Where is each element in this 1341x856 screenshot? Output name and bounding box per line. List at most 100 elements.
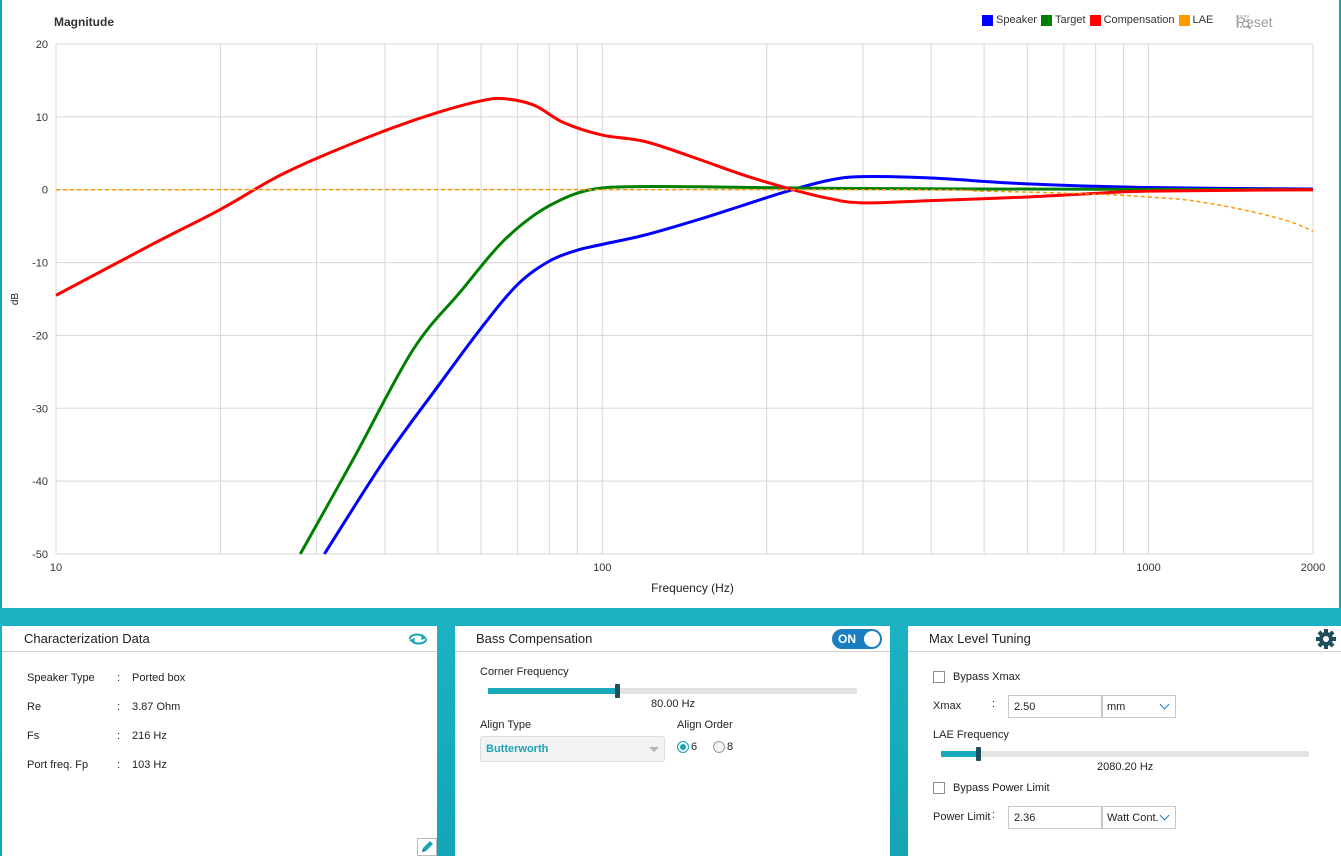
edit-button[interactable] (417, 838, 437, 856)
x-tick-label: 10 (50, 562, 62, 574)
char-label: Re (27, 701, 42, 713)
char-value: 216 Hz (132, 730, 167, 742)
y-tick-label: -40 (32, 476, 48, 488)
x-tick-label: 1000 (1136, 562, 1160, 574)
corner-frequency-slider[interactable] (488, 684, 857, 698)
char-row-fs: Fs : 216 Hz (2, 730, 432, 744)
xmax-unit-value: mm (1107, 700, 1126, 713)
toggle-knob (864, 630, 880, 647)
power-unit-select[interactable]: Watt Cont. (1102, 806, 1176, 829)
char-value: Ported box (132, 672, 186, 684)
align-type-label: Align Type (480, 719, 532, 731)
y-tick-label: -50 (32, 549, 48, 561)
corner-frequency-label: Corner Frequency (480, 666, 569, 678)
legend-item-speaker[interactable]: Speaker (982, 14, 1037, 26)
x-tick-label: 100 (593, 562, 611, 574)
bass-compensation-title: Bass Compensation (476, 631, 593, 646)
legend-item-lae[interactable]: LAE (1178, 14, 1214, 26)
legend-swatch-target (1040, 14, 1052, 26)
char-colon: : (117, 759, 121, 771)
power-limit-colon: : (992, 809, 996, 821)
y-tick-label: -20 (32, 330, 48, 342)
slider-thumb[interactable] (975, 747, 981, 761)
char-label: Fs (27, 730, 40, 742)
slider-fill (488, 688, 618, 694)
legend-item-compensation[interactable]: Compensation (1089, 14, 1175, 26)
power-limit-label: Power Limit (933, 811, 991, 823)
align-order-8-radio[interactable] (713, 741, 725, 753)
series-line-target (298, 185, 1314, 555)
series-line-speaker (323, 174, 1314, 555)
align-order-6-radio[interactable] (677, 741, 689, 753)
magnitude-chart-area: 20 10 0 -10 -20 -30 -40 -50 10 100 1000 2000 Magnitu… (0, 0, 1341, 608)
char-row-port-freq: Port freq. Fp : 103 Hz (2, 759, 432, 773)
bypass-power-limit-label: Bypass Power Limit (953, 782, 1050, 794)
chevron-down-icon (1159, 810, 1170, 821)
lae-frequency-label: LAE Frequency (933, 729, 1009, 741)
bass-compensation-toggle[interactable]: ON (832, 628, 882, 649)
align-order-6-label: 6 (691, 741, 698, 753)
bass-compensation-panel: Bass Compensation ON Corner Frequency 80… (455, 626, 890, 856)
power-limit-input[interactable]: 2.36 (1008, 806, 1102, 829)
x-tick-label: 2000 (1301, 562, 1325, 574)
bypass-xmax-checkbox[interactable] (933, 671, 945, 683)
char-label: Speaker Type (27, 672, 95, 684)
characterization-panel: Characterization Data Speaker Type : Por… (2, 626, 437, 856)
char-value: 103 Hz (132, 759, 167, 771)
reset-zoom-button[interactable]: Reset (1236, 14, 1273, 30)
characterization-header: Characterization Data (2, 626, 437, 652)
y-tick-label: 0 (42, 185, 48, 197)
chart-legend: Speaker Target Compensation LAE (982, 14, 1217, 26)
chevron-down-icon (1159, 699, 1170, 710)
legend-label-target: Target (1054, 14, 1086, 26)
y-tick-label: -10 (32, 258, 48, 270)
char-row-speaker-type: Speaker Type : Ported box (2, 672, 432, 686)
gear-icon[interactable] (1315, 628, 1337, 650)
legend-label-lae: LAE (1192, 14, 1214, 26)
slider-fill (941, 751, 978, 757)
x-axis-label: Frequency (Hz) (651, 581, 734, 595)
lae-frequency-slider[interactable] (941, 747, 1309, 761)
y-tick-label: -30 (32, 403, 48, 415)
chevron-down-icon (649, 746, 659, 752)
characterization-title: Characterization Data (24, 631, 150, 646)
power-unit-value: Watt Cont. (1107, 811, 1159, 824)
bypass-power-limit-checkbox[interactable] (933, 782, 945, 794)
pencil-icon (422, 841, 433, 852)
series-line-compensation (55, 96, 1314, 297)
y-axis-label: dB (10, 293, 21, 306)
char-colon: : (117, 672, 121, 684)
chart-title: Magnitude (54, 15, 114, 29)
legend-label-compensation: Compensation (1103, 14, 1175, 26)
y-tick-label: 10 (36, 112, 48, 124)
max-level-tuning-title: Max Level Tuning (929, 631, 1031, 646)
xmax-colon: : (992, 698, 996, 710)
legend-swatch-compensation (1089, 14, 1101, 26)
toggle-label: ON (838, 631, 856, 646)
lae-frequency-value: 2080.20 Hz (1097, 761, 1154, 773)
zoom-reset-icon (1236, 15, 1252, 30)
xmax-label: Xmax (933, 700, 962, 712)
char-colon: : (117, 730, 121, 742)
refresh-icon[interactable] (407, 632, 429, 646)
char-label: Port freq. Fp (27, 759, 89, 771)
align-order-label: Align Order (677, 719, 733, 731)
y-tick-label: 20 (36, 39, 48, 51)
align-type-select[interactable]: Butterworth (480, 736, 665, 762)
char-value: 3.87 Ohm (132, 701, 181, 713)
legend-item-target[interactable]: Target (1040, 14, 1086, 26)
max-level-tuning-header: Max Level Tuning (908, 626, 1341, 652)
bass-compensation-header: Bass Compensation ON (455, 626, 890, 652)
legend-label-speaker: Speaker (996, 14, 1037, 26)
legend-swatch-speaker (982, 14, 993, 26)
char-colon: : (117, 701, 121, 713)
align-type-value: Butterworth (486, 743, 549, 755)
char-row-re: Re : 3.87 Ohm (2, 701, 432, 715)
xmax-unit-select[interactable]: mm (1102, 695, 1176, 718)
slider-thumb[interactable] (615, 684, 621, 698)
align-order-8-label: 8 (727, 741, 734, 753)
xmax-input[interactable]: 2.50 (1008, 695, 1102, 718)
corner-frequency-value: 80.00 Hz (651, 698, 696, 710)
bypass-xmax-label: Bypass Xmax (953, 671, 1021, 683)
